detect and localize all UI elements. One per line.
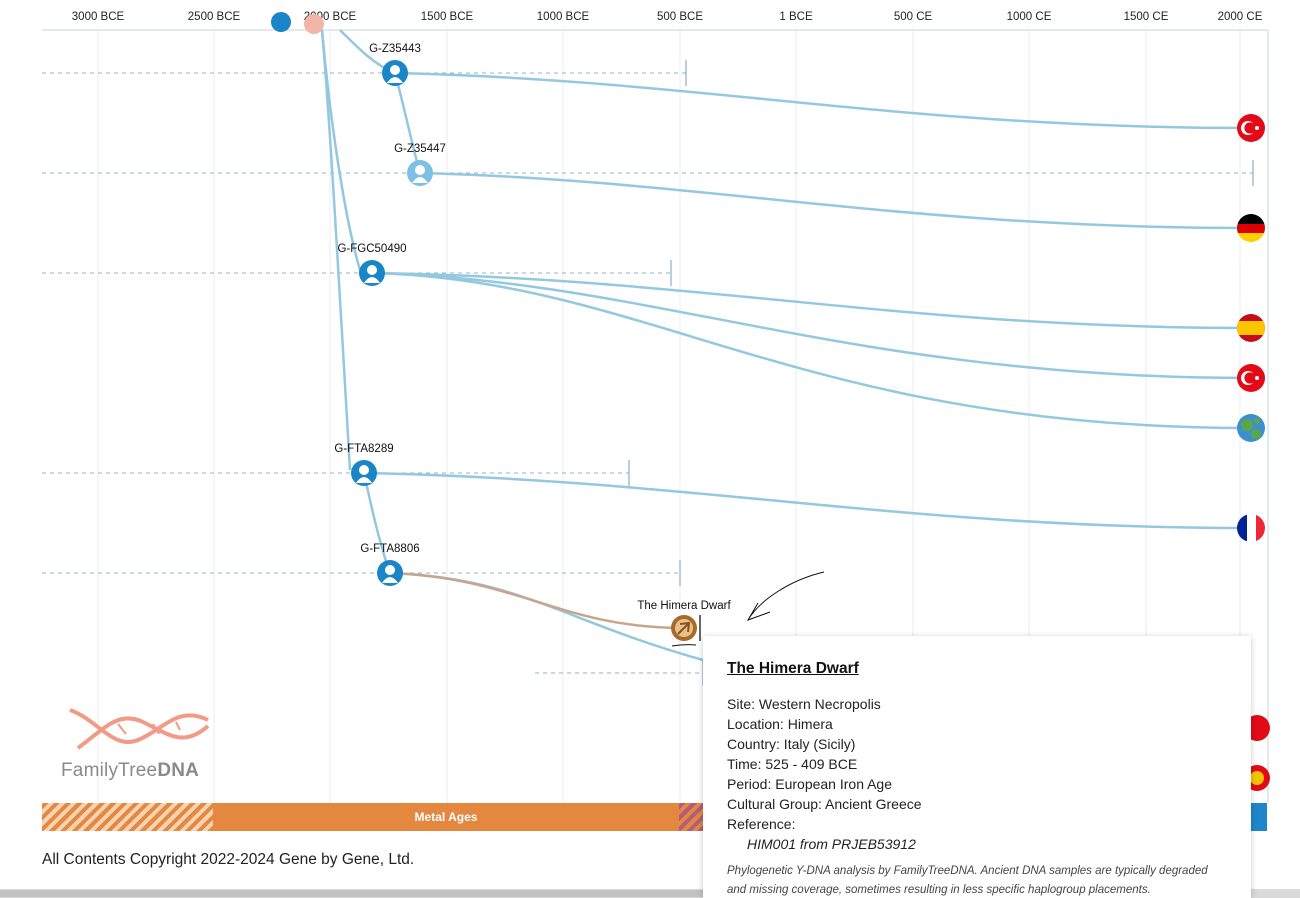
tree-branch — [394, 71, 1251, 130]
person-head-shape — [367, 265, 377, 275]
person-body-shape — [412, 177, 428, 183]
globe-icon[interactable] — [1237, 414, 1265, 442]
person-body-shape — [364, 277, 380, 283]
scrollbar-thumb[interactable] — [0, 890, 1090, 897]
tree-branch — [362, 472, 392, 574]
popup-location: Location: Himera — [727, 716, 833, 732]
axis-tick-label: 1000 BCE — [536, 11, 590, 23]
axis-tick-label: 2500 BCE — [187, 11, 241, 23]
tree-branch — [363, 471, 1251, 530]
popup-reference-value: HIM001 from PRJEB53912 — [747, 836, 916, 852]
axis-tick-label: 3000 BCE — [71, 11, 125, 23]
tree-branch — [389, 571, 704, 662]
familytreedna-logo — [69, 708, 210, 750]
timeline-axis: 3000 BCE 2500 BCE 2000 BCE 1500 BCE 1000 BCE… — [0, 0, 1300, 32]
person-body-shape — [356, 477, 372, 483]
era-stone-hatch — [42, 803, 213, 831]
person-head-shape — [359, 465, 369, 475]
person-body-shape — [382, 577, 398, 583]
popup-note: Phylogenetic Y-DNA analysis by FamilyTre… — [727, 865, 1208, 896]
trowel-shape — [677, 621, 691, 635]
tree-branch — [371, 271, 1251, 430]
person-head-shape — [390, 65, 400, 75]
era-modern — [1249, 803, 1267, 831]
logo-wordmark: FamilyTreeDNA — [61, 760, 199, 782]
axis-tick-label: 1500 BCE — [420, 11, 474, 23]
era-transition-hatch — [679, 803, 703, 831]
copyright-text: All Contents Copyright 2022-2024 Gene by… — [42, 851, 415, 868]
era-metal-label: Metal Ages — [414, 810, 478, 824]
tree-branch — [419, 171, 1251, 230]
popup-period: Period: European Iron Age — [727, 776, 893, 792]
tree-branch — [393, 72, 422, 174]
spain-flag-icon[interactable] — [1237, 314, 1265, 342]
ancient-sample-branch — [389, 571, 685, 630]
haplogroup-label[interactable]: G-Z35443 — [369, 43, 421, 55]
axis-tick-label: 500 BCE — [656, 11, 704, 23]
sample-info-popup: The Himera Dwarf Site: Western Necropoli… — [703, 636, 1251, 898]
axis-tick-label: 1000 CE — [1006, 11, 1052, 23]
person-head-shape — [385, 565, 395, 575]
haplogroup-label[interactable]: G-Z35447 — [394, 143, 446, 155]
logo-text-bold: DNA — [157, 760, 200, 781]
person-body-shape — [387, 77, 403, 83]
popup-cultural-group: Cultural Group: Ancient Greece — [727, 796, 922, 812]
logo-text-light: FamilyTree — [61, 760, 158, 781]
era-metal-ages: Metal Ages — [213, 803, 679, 831]
popup-site: Site: Western Necropolis — [727, 696, 881, 712]
axis-tick-label: 1500 CE — [1123, 11, 1169, 23]
person-head-shape — [415, 165, 425, 175]
axis-tick-label: 2000 CE — [1217, 11, 1263, 23]
haplogroup-label[interactable]: G-FTA8289 — [334, 443, 394, 455]
era-bar: Metal Ages — [42, 803, 1267, 831]
partial-node-icon — [271, 12, 291, 32]
turkey-flag-icon[interactable] — [1237, 364, 1265, 392]
popup-time: Time: 525 - 409 BCE — [727, 756, 858, 772]
tree-branch — [371, 271, 1251, 330]
annotation-arrow — [746, 571, 825, 621]
turkey-flag-icon[interactable] — [1237, 114, 1265, 142]
annotation-underline — [671, 644, 697, 647]
partial-node-icon — [304, 14, 324, 34]
popup-country: Country: Italy (Sicily) — [727, 736, 856, 752]
france-flag-icon[interactable] — [1237, 514, 1265, 542]
germany-flag-icon[interactable] — [1237, 214, 1265, 242]
haplogroup-label[interactable]: G-FTA8806 — [360, 543, 420, 555]
haplogroup-label[interactable]: G-FGC50490 — [337, 243, 407, 255]
popup-title: The Himera Dwarf — [727, 660, 859, 677]
popup-reference-label: Reference: — [727, 816, 796, 832]
ancient-sample-label[interactable]: The Himera Dwarf — [637, 600, 731, 612]
axis-tick-label: 1 BCE — [779, 11, 813, 23]
tree-branch — [320, 29, 362, 271]
partial-flag-emblem — [1250, 771, 1264, 785]
tree-branch — [371, 271, 1251, 380]
axis-tick-label: 500 CE — [893, 11, 933, 23]
